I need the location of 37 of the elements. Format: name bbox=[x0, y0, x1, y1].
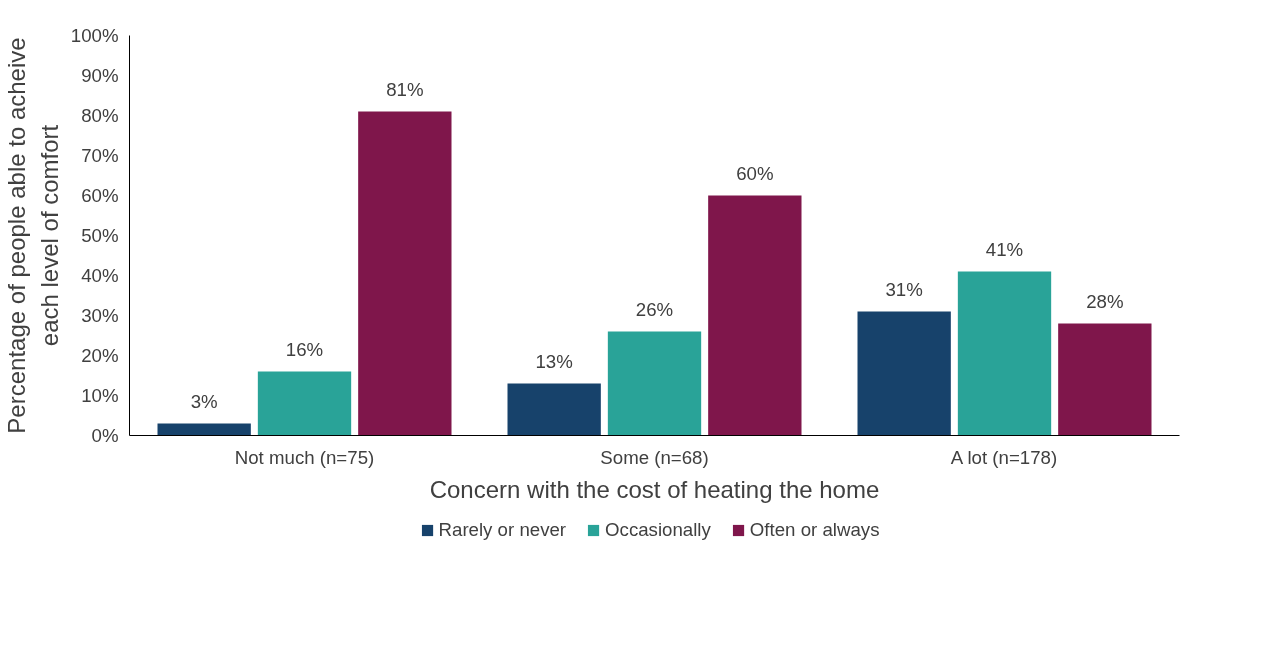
y-tick-label: 20% bbox=[81, 345, 119, 366]
x-tick-label: A lot (n=178) bbox=[950, 446, 1058, 468]
legend-label: Rarely or never bbox=[438, 519, 567, 541]
data-label: 13% bbox=[535, 350, 573, 372]
bar bbox=[708, 195, 802, 436]
bar bbox=[957, 271, 1052, 436]
y-tick-label: 60% bbox=[81, 185, 119, 206]
y-axis-title: Percentage of people able to acheive each level of comfort bbox=[3, 37, 63, 434]
y-tick-label: 10% bbox=[81, 385, 119, 406]
data-label: 31% bbox=[885, 278, 923, 300]
data-label: 16% bbox=[285, 338, 324, 360]
y-tick-label: 80% bbox=[81, 105, 119, 126]
data-label: 81% bbox=[386, 78, 424, 100]
bar bbox=[1058, 323, 1152, 436]
data-label: 41% bbox=[985, 238, 1024, 260]
data-label: 3% bbox=[190, 390, 218, 412]
bar bbox=[358, 111, 452, 436]
y-tick-label: 50% bbox=[81, 225, 119, 246]
y-tick-label: 40% bbox=[81, 265, 119, 286]
legend-label: Often or always bbox=[749, 519, 880, 541]
data-label: 26% bbox=[635, 298, 674, 320]
x-tick-label: Some (n=68) bbox=[600, 446, 709, 468]
x-tick-label: Not much (n=75) bbox=[234, 446, 375, 468]
legend-label: Occasionally bbox=[605, 519, 711, 541]
bar bbox=[607, 331, 702, 436]
bar bbox=[257, 371, 352, 436]
y-tick-label: 90% bbox=[81, 65, 119, 86]
y-tick-label: 100% bbox=[70, 25, 119, 46]
data-label: 60% bbox=[736, 162, 774, 184]
x-axis-title: Concern with the cost of heating the home bbox=[429, 475, 880, 503]
bar bbox=[507, 383, 601, 436]
y-tick-label: 30% bbox=[81, 305, 119, 326]
y-tick-label: 0% bbox=[91, 425, 119, 446]
bar bbox=[157, 423, 251, 436]
data-label: 28% bbox=[1086, 290, 1124, 312]
bar bbox=[857, 311, 951, 436]
y-tick-label: 70% bbox=[81, 145, 119, 166]
